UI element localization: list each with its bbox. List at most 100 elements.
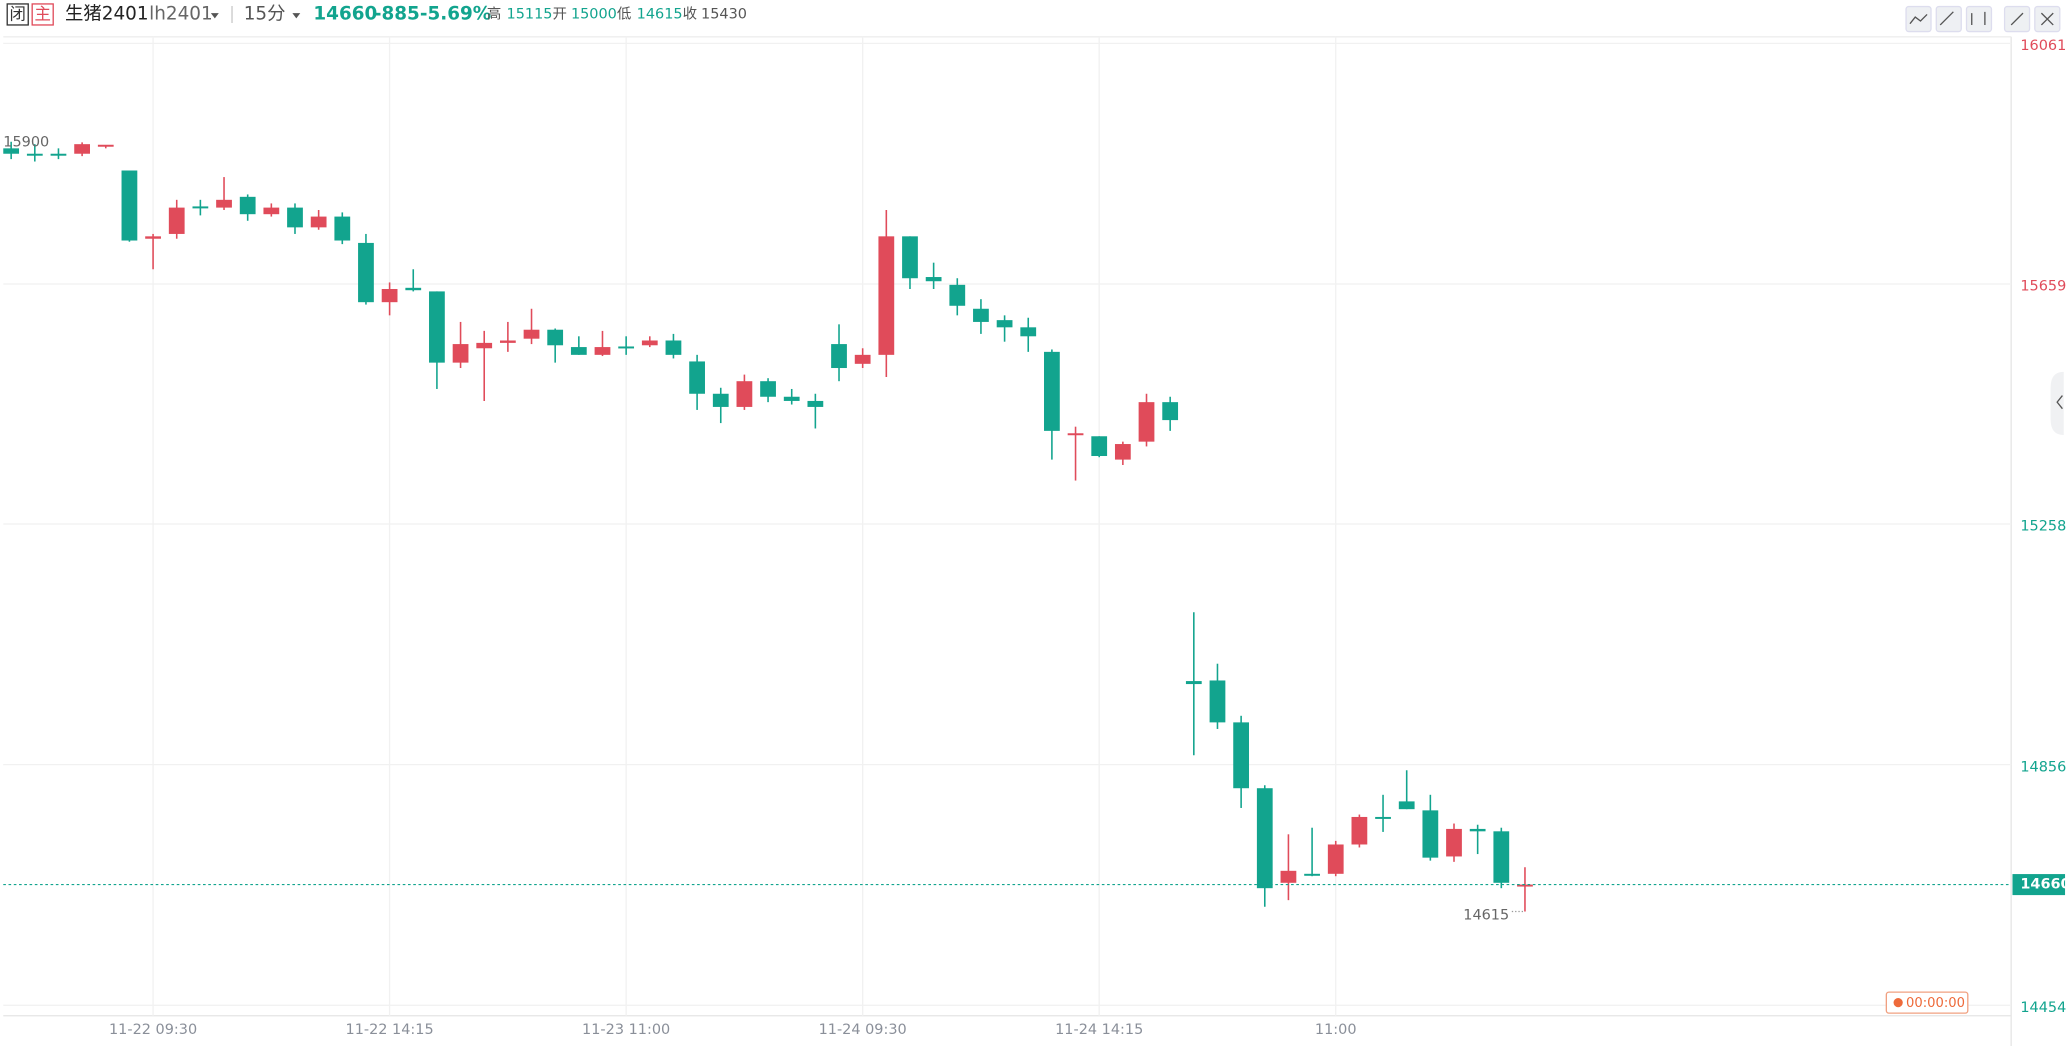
symbol-name[interactable]: 生猪2401 (65, 3, 149, 24)
x-tick-label: 11-24 09:30 (819, 1022, 907, 1038)
plot: 14660 15900 14615 00:00:00 (3, 134, 2067, 1014)
symbol-code[interactable]: lh2401 (149, 3, 213, 24)
candle-body (831, 344, 847, 369)
x-tick-label: 11-23 11:00 (582, 1022, 670, 1038)
candle-body (1375, 816, 1391, 819)
candle-body (594, 347, 611, 355)
candle-body (925, 277, 942, 282)
candle-body (689, 361, 705, 394)
candle-body (216, 199, 232, 208)
open-value: 15000 (571, 6, 617, 22)
countdown-icon (1893, 998, 1903, 1008)
candle-body (973, 308, 989, 322)
main-indicator[interactable]: 主 (34, 5, 50, 24)
low-mark-label: 14615 (1463, 907, 1509, 923)
candle-body (263, 207, 280, 215)
candle-body (807, 400, 824, 407)
candle-body (854, 354, 871, 364)
chart-type-button[interactable] (1965, 5, 1993, 33)
candle-body (334, 216, 351, 241)
low-value: 14615 (637, 6, 683, 22)
close-label: 收 (683, 5, 697, 22)
candle-body (239, 196, 256, 215)
candle-body (50, 153, 67, 156)
change: -885 (374, 3, 420, 24)
main-box[interactable] (31, 3, 54, 26)
candle-body (878, 236, 895, 355)
price: 14660 (313, 3, 377, 24)
candle-body (1304, 873, 1320, 876)
candle-body (499, 340, 516, 343)
separator: | (229, 4, 235, 23)
candle-body (476, 342, 493, 349)
candle-body (523, 329, 540, 339)
status: 闭 (10, 5, 26, 24)
high-value: 15115 (507, 6, 553, 22)
candle-body (287, 207, 303, 228)
candle-body (902, 236, 918, 279)
candle-body (1209, 680, 1226, 723)
candle-body (736, 381, 753, 407)
period-caret[interactable] (292, 13, 301, 19)
low-label: 低 (617, 5, 631, 22)
candle-body (547, 329, 564, 346)
high-mark-label: 15900 (3, 134, 49, 150)
candle-body (121, 170, 138, 241)
y-tick-label: 14856 (2020, 759, 2066, 775)
status-box (6, 3, 29, 26)
y-tick-label: 14454 (2020, 1000, 2066, 1016)
candle-body (1162, 402, 1179, 421)
side-panel-toggle[interactable] (2050, 371, 2064, 435)
candle-body (570, 347, 587, 355)
symbol-caret[interactable] (210, 13, 219, 19)
candle-body (996, 320, 1013, 328)
grid: 16061 15659 15258 14856 14454 11-22 09:30 11-2… (3, 36, 2066, 1038)
open-label: 开 (553, 6, 567, 22)
candle-body (641, 340, 658, 346)
x-tick-label: 11-22 14:15 (346, 1022, 434, 1038)
candle-body (1233, 722, 1250, 789)
candle-body (168, 207, 185, 234)
draw-button[interactable] (1935, 5, 1962, 33)
candle-body (310, 216, 327, 228)
candle-body (1422, 810, 1439, 858)
side-panel-arrow (2056, 395, 2063, 410)
candle-body (1091, 436, 1108, 457)
candle-body (1446, 828, 1462, 857)
x-tick-label: 11-22 09:30 (109, 1022, 197, 1038)
candle-body (1493, 831, 1510, 883)
candle-body (618, 346, 635, 349)
high-label: 高 (487, 5, 501, 22)
candle-body (429, 291, 445, 363)
candle-body (405, 287, 422, 291)
change-pct: -5.69% (420, 3, 491, 24)
candle-body (949, 284, 966, 306)
candle-body (1185, 681, 1202, 685)
candle-body (381, 289, 398, 303)
candle-body (1280, 870, 1297, 883)
period[interactable]: 15分 (244, 3, 286, 24)
candle-body (97, 144, 114, 147)
toolbar-icons (1909, 11, 2054, 26)
candle-body (145, 236, 161, 239)
header: 闭 主 生猪2401 lh2401 | 15分 14660 -885 -5.69… (6, 3, 747, 26)
candle-body (1469, 828, 1486, 832)
candle-body (1398, 801, 1415, 810)
candle-body (1517, 884, 1533, 887)
y-tick-label: 16061 (2020, 38, 2066, 54)
candle-body (1020, 327, 1037, 337)
candle-body (1327, 844, 1344, 874)
x-tick-label: 11-24 14:15 (1055, 1022, 1143, 1038)
candle-body (1067, 433, 1084, 436)
countdown: 00:00:00 (1906, 996, 1965, 1011)
last-price-tag (2012, 874, 2066, 896)
candle-body (26, 153, 43, 156)
candle-body (358, 242, 374, 303)
close-value: 15430 (701, 6, 747, 22)
candle-body (452, 344, 469, 363)
y-tick-label: 15659 (2020, 279, 2066, 295)
candle-body (1351, 816, 1368, 845)
candle-body (74, 144, 90, 154)
